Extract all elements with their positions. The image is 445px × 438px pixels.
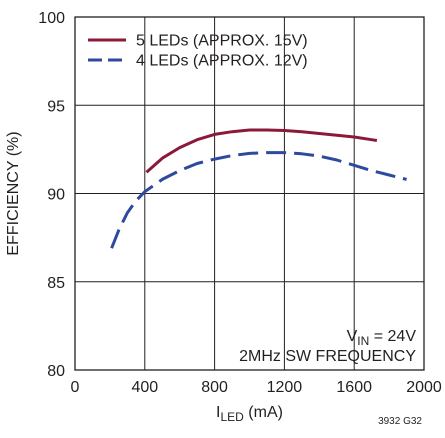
legend-label-2: 4 LEDs (APPROX. 12V) [136, 53, 308, 70]
x-tick-label: 800 [201, 379, 228, 396]
plot-frame [74, 16, 425, 371]
x-axis-title-main: I [216, 404, 220, 421]
y-tick-label: 85 [47, 275, 65, 292]
frequency-annotation: 2MHz SW FREQUENCY [239, 348, 416, 365]
x-tick-label: 1200 [267, 379, 303, 396]
y-tick-label: 100 [38, 10, 65, 27]
vin-annotation: VIN = 24V [347, 328, 417, 348]
series-line-2 [110, 151, 407, 249]
vin-annotation-subscript: IN [357, 334, 369, 348]
vin-annotation-main: V [347, 328, 358, 345]
y-tick-labels: 80 85 90 95 100 [38, 10, 65, 380]
grid-lines [75, 17, 424, 370]
y-tick-label: 90 [47, 187, 65, 204]
vin-annotation-rest: = 24V [369, 328, 416, 345]
figure-id: 3932 G32 [378, 416, 422, 427]
x-tick-label: 1600 [336, 379, 372, 396]
legend-label-1: 5 LEDs (APPROX. 15V) [136, 33, 308, 50]
y-tick-label: 80 [47, 363, 65, 380]
x-tick-label: 0 [71, 379, 80, 396]
series-line-1 [145, 128, 378, 174]
y-axis-title: EFFICIENCY (%) [5, 131, 22, 255]
x-tick-labels: 0 400 800 1200 1600 2000 [71, 379, 442, 396]
x-axis-title-subscript: LED [221, 410, 245, 424]
x-tick-label: 2000 [406, 379, 442, 396]
x-axis-title: ILED (mA) [216, 404, 283, 424]
series-layer [110, 128, 407, 249]
x-tick-label: 400 [131, 379, 158, 396]
x-axis-title-unit: (mA) [244, 404, 283, 421]
legend: 5 LEDs (APPROX. 15V) 4 LEDs (APPROX. 12V) [88, 33, 308, 70]
conditions-annotation: VIN = 24V 2MHz SW FREQUENCY [239, 328, 416, 365]
y-tick-label: 95 [47, 98, 65, 115]
